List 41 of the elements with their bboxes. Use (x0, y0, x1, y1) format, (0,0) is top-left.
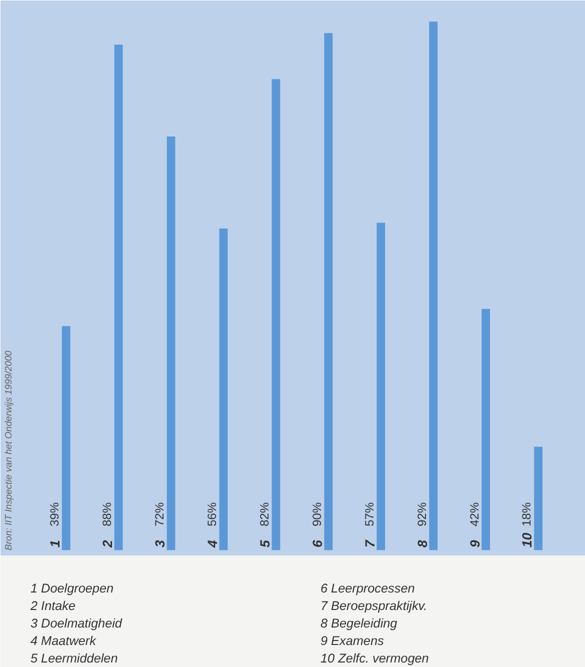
data-label: 90% (310, 502, 324, 526)
text: 4 Maatwerk (30, 634, 97, 648)
x-tick-label: 4 (204, 540, 220, 549)
data-label: 72% (152, 502, 166, 526)
x-tick-label: 9 (467, 540, 482, 548)
bar (114, 44, 123, 550)
bar (166, 136, 176, 550)
data-label: 56% (204, 502, 219, 526)
data-label: 18% (520, 502, 534, 526)
text: 9 Examens (320, 634, 384, 648)
data-label: 57% (362, 502, 376, 526)
text: 2 Intake (30, 599, 76, 613)
data-label: 88% (100, 502, 114, 526)
x-tick-label: 1 (48, 540, 63, 548)
x-tick-label: 6 (310, 540, 325, 548)
bar (534, 446, 542, 550)
data-label: 42% (467, 502, 482, 526)
text: 8 Begeleiding (320, 616, 398, 630)
x-tick-label: 3 (152, 540, 168, 548)
bar (62, 326, 70, 550)
bar (272, 79, 280, 550)
text: 3 Doelmatigheid (30, 616, 123, 630)
data-label: 92% (414, 502, 429, 526)
bar (482, 308, 490, 550)
bar (324, 33, 333, 550)
x-tick-label: 5 (257, 540, 272, 548)
bar (376, 222, 386, 550)
x-tick-label: 8 (414, 540, 430, 548)
text: 6 Leerprocessen (320, 582, 415, 596)
text: 1 Doelgroepen (30, 582, 114, 596)
x-tick-label: 2 (100, 540, 116, 549)
x-tick-label: 10 (520, 532, 535, 548)
x-tick-label: 7 (362, 540, 378, 548)
data-label: 39% (48, 502, 62, 526)
text: Bron: IIT Inspectie van het Onderwijs 1999/2000 (4, 350, 14, 550)
text: 5 Leermiddelen (30, 652, 118, 666)
bar (429, 22, 438, 550)
data-label: 82% (257, 502, 272, 526)
bar (219, 228, 228, 550)
text: 7 Beroepspraktijkv. (320, 599, 428, 613)
text: 10 Zelfc. vermogen (320, 652, 429, 666)
